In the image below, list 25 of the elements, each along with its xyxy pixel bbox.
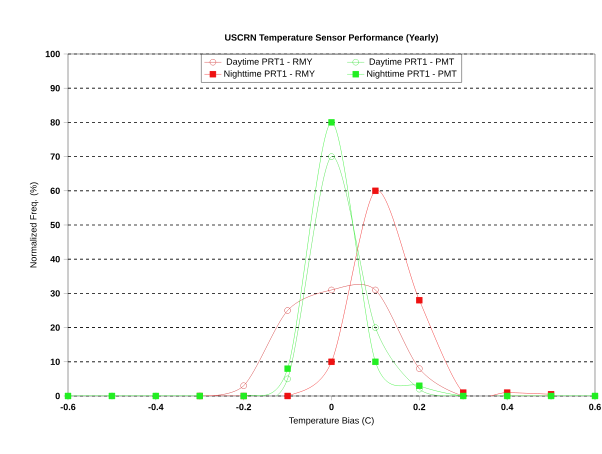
y-axis-title: Normalized Freq. (%) — [30, 182, 38, 268]
y-tick-label: 50 — [50, 222, 60, 228]
x-tick-label: 0 — [329, 404, 334, 410]
y-tick-label: 20 — [50, 324, 60, 331]
legend-label: Daytime PRT1 - RMY — [226, 58, 312, 67]
x-tick-label: 0.2 — [413, 404, 426, 410]
chart-title: USCRN Temperature Sensor Performance (Yearly) — [225, 34, 438, 42]
x-axis-title: Temperature Bias (C) — [288, 417, 374, 426]
y-tick-label: 60 — [50, 188, 60, 194]
y-tick-label: 90 — [50, 85, 60, 92]
y-tick-label: 40 — [50, 256, 60, 262]
legend-label: Nighttime PRT1 - RMY — [224, 70, 315, 79]
y-tick-label: 80 — [50, 119, 60, 126]
y-tick-label: 10 — [50, 358, 60, 365]
x-tick-label: 0.6 — [589, 404, 601, 410]
y-tick-label: 100 — [46, 50, 60, 58]
legend-label: Daytime PRT1 - PMT — [370, 58, 454, 67]
legend-label: Nighttime PRT1 - PMT — [367, 70, 457, 79]
x-tick-label: -0.2 — [236, 404, 252, 410]
y-tick-label: 0 — [56, 392, 60, 400]
y-tick-label: 30 — [50, 290, 60, 297]
x-tick-label: -0.6 — [60, 404, 76, 410]
y-tick-label: 70 — [50, 153, 60, 160]
x-tick-label: -0.4 — [148, 404, 164, 410]
x-tick-label: 0.4 — [501, 404, 514, 410]
